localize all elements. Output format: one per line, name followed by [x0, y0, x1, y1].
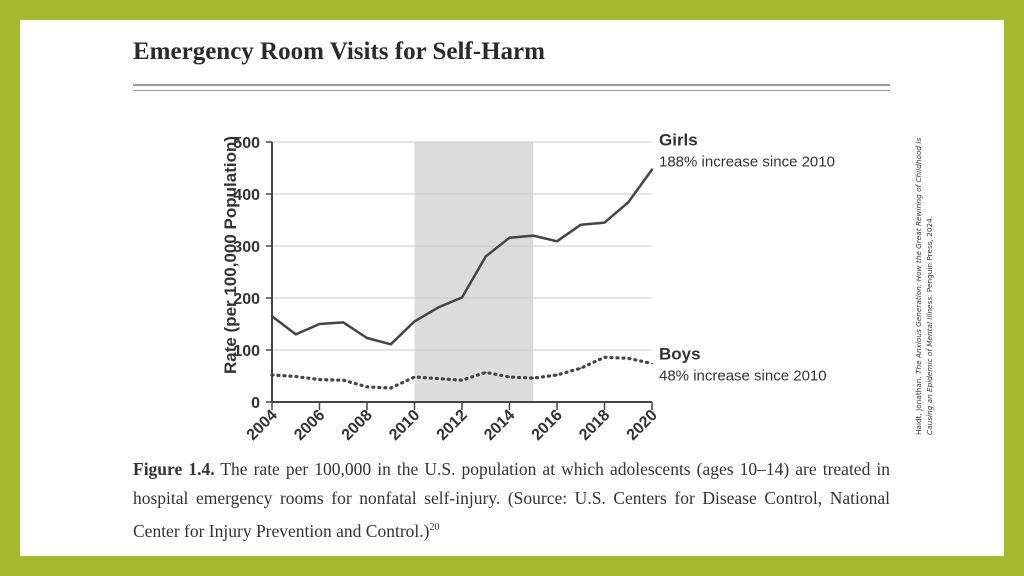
data-point-girls-2019: [627, 201, 630, 204]
data-point-girls-2013: [484, 255, 487, 258]
caption-text: The rate per 100,000 in the U.S. populat…: [133, 459, 890, 541]
data-point-boys-2015: [532, 377, 535, 379]
x-tick-label-2018: 2018: [576, 407, 613, 444]
data-point-boys-2017: [579, 367, 582, 370]
footnote-marker: 20: [429, 522, 440, 533]
source-credit: Haidt, Jonathan. The Anxious Generation:…: [913, 125, 953, 435]
data-point-boys-2010: [413, 376, 416, 378]
data-point-girls-2018: [603, 221, 606, 224]
y-tick-label-500: 500: [233, 135, 260, 152]
data-point-girls-2010: [413, 320, 416, 323]
series-annotation-boys: 48% increase since 2010: [659, 368, 827, 385]
x-tick-label-2006: 2006: [291, 407, 328, 444]
y-tick-label-0: 0: [251, 395, 260, 412]
data-point-girls-2007: [342, 321, 345, 324]
data-point-girls-2016: [556, 240, 558, 243]
label-layer: 0 100 200 300 400 500 2004 2006 2008 2010 2012 2014…: [233, 131, 835, 444]
y-tick-label-200: 200: [233, 291, 260, 308]
slide-title: Emergency Room Visits for Self-Harm: [133, 38, 545, 65]
line-chart: 0 100 200 300 400 500 2004 2006 2008 2010 2012 2014…: [221, 131, 835, 444]
data-point-girls-2017: [579, 223, 582, 226]
data-point-girls-2015: [532, 234, 535, 237]
data-point-boys-2007: [342, 379, 345, 381]
data-point-girls-2009: [389, 343, 392, 346]
data-point-boys-2012: [461, 379, 463, 381]
x-tick-label-2008: 2008: [339, 407, 376, 444]
x-tick-label-2014: 2014: [481, 407, 518, 444]
credit-author: Haidt, Jonathan.: [914, 376, 923, 435]
shaded-region-layer: [414, 142, 534, 402]
data-point-girls-2011: [437, 306, 440, 309]
gridline-layer: [272, 141, 652, 351]
data-point-girls-2012: [461, 296, 463, 299]
data-point-boys-2004: [271, 374, 273, 376]
data-point-boys-2016: [556, 374, 558, 376]
data-point-boys-2005: [294, 375, 297, 378]
series-name-boys: Boys: [659, 345, 701, 364]
x-tick-label-2010: 2010: [386, 407, 423, 444]
data-point-girls-2014: [508, 236, 511, 239]
credit-publisher: Penguin Press, 2024.: [925, 215, 934, 293]
x-tick-label-2020: 2020: [624, 407, 661, 444]
title-rule-top: [133, 84, 890, 86]
series-name-girls: Girls: [659, 131, 698, 150]
data-point-boys-2019: [627, 357, 630, 360]
data-point-boys-2006: [318, 378, 321, 381]
figure-caption: Figure 1.4. The rate per 100,000 in the …: [133, 455, 890, 546]
y-tick-label-300: 300: [233, 239, 260, 256]
data-point-girls-2004: [271, 315, 273, 317]
x-tick-label-2004: 2004: [244, 407, 281, 444]
y-tick-label-100: 100: [233, 343, 260, 360]
data-point-girls-2020: [651, 168, 653, 171]
data-point-boys-2011: [437, 377, 440, 380]
series-annotation-girls: 188% increase since 2010: [659, 154, 835, 171]
data-point-girls-2006: [318, 323, 321, 325]
series-layer: [270, 168, 654, 390]
figure-label: Figure 1.4.: [133, 459, 215, 479]
y-axis-label: Rate (per 100,000 Population): [221, 136, 240, 374]
y-tick-label-400: 400: [233, 187, 260, 204]
data-point-boys-2018: [603, 356, 606, 359]
data-point-boys-2013: [484, 371, 487, 374]
data-point-boys-2009: [389, 387, 392, 389]
x-tick-label-2016: 2016: [529, 407, 566, 444]
shaded-period: [414, 142, 534, 402]
title-rule-bottom: [133, 90, 890, 91]
data-point-girls-2005: [294, 333, 297, 336]
data-point-girls-2008: [366, 337, 368, 339]
x-tick-label-2012: 2012: [434, 407, 471, 444]
data-point-boys-2020: [651, 362, 653, 365]
axis-layer: [266, 141, 653, 410]
slide-card: Emergency Room Visits for Self-Harm 0 100…: [20, 20, 1004, 556]
data-point-boys-2014: [508, 376, 511, 378]
data-point-boys-2008: [366, 386, 368, 388]
